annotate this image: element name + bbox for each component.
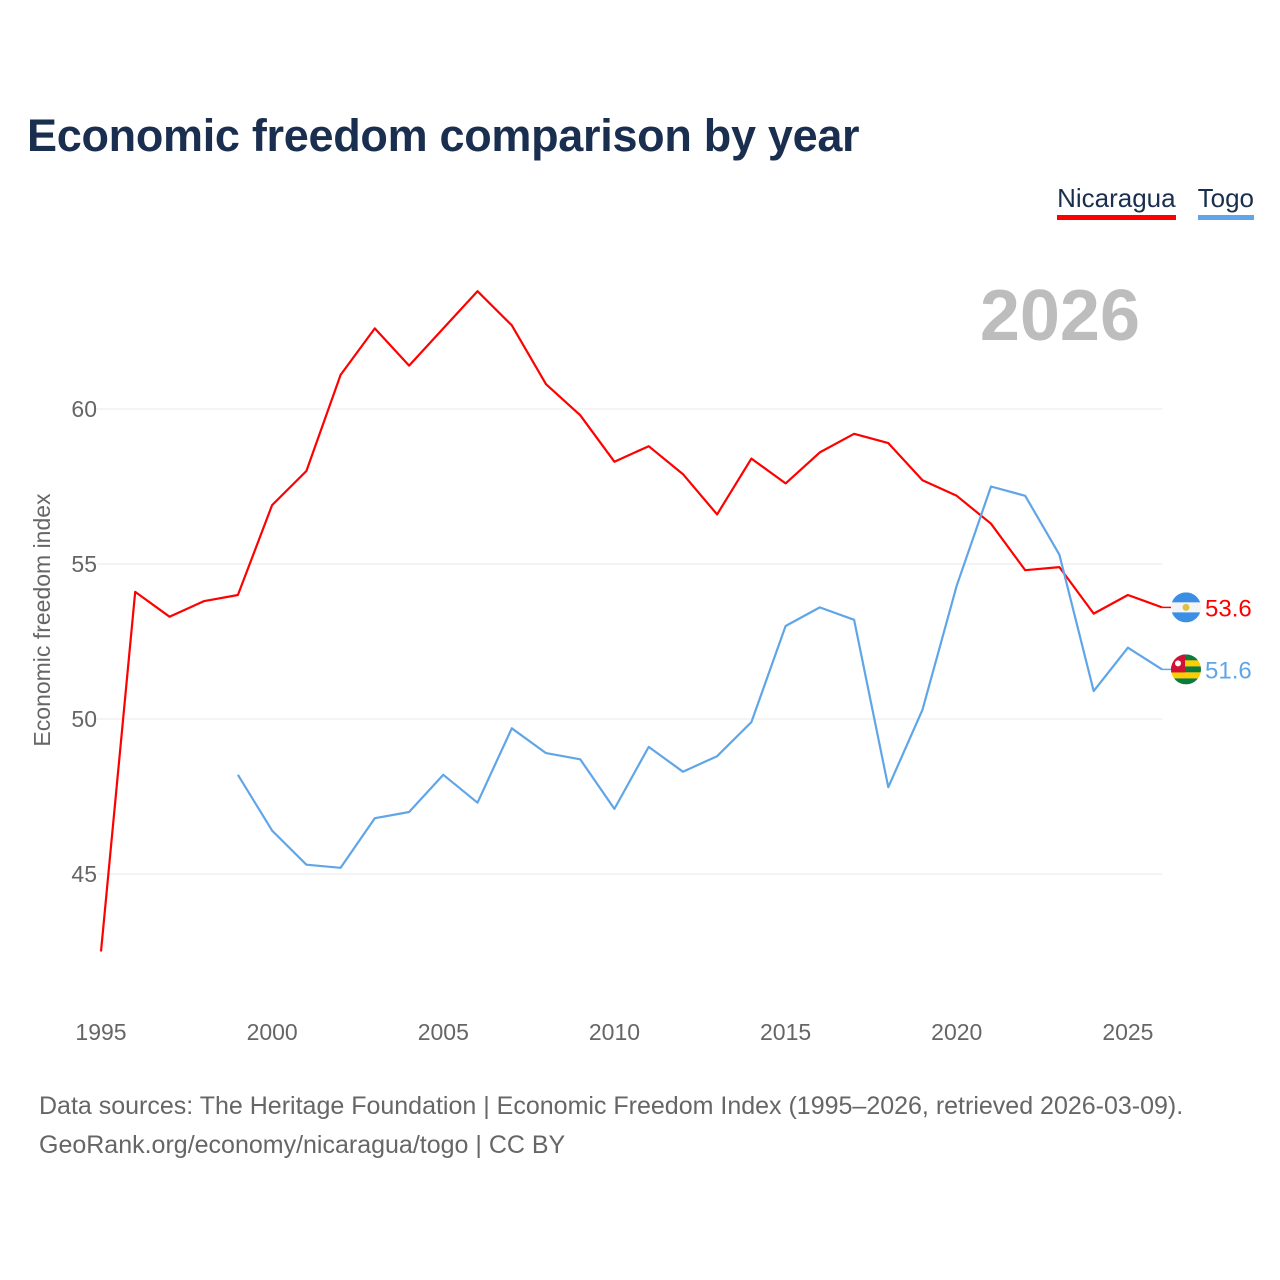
y-tick-label: 60 <box>71 396 97 422</box>
x-tick-label: 2005 <box>418 1019 469 1045</box>
y-axis-label: Economic freedom index <box>29 493 55 747</box>
end-value-label: 53.6 <box>1205 595 1252 622</box>
legend: Nicaragua Togo <box>1057 183 1254 220</box>
series-line-togo <box>236 485 1163 869</box>
legend-togo[interactable]: Togo <box>1197 183 1254 220</box>
source-note: Data sources: The Heritage Foundation | … <box>39 1087 1183 1165</box>
y-tick-label: 55 <box>71 551 97 577</box>
y-tick-label: 45 <box>71 861 97 887</box>
chart-title: Economic freedom comparison by year <box>27 110 860 161</box>
nicaragua-flag-icon <box>1171 592 1201 623</box>
x-tick-label: 2000 <box>247 1019 298 1045</box>
series-line-nicaragua <box>99 290 1163 952</box>
x-tick-label: 2020 <box>931 1019 982 1045</box>
x-tick-label: 1995 <box>75 1019 126 1045</box>
x-tick-label: 2015 <box>760 1019 811 1045</box>
x-tick-label: 2010 <box>589 1019 640 1045</box>
legend-nicaragua[interactable]: Nicaragua <box>1057 183 1176 220</box>
x-tick-label: 2025 <box>1102 1019 1153 1045</box>
end-value-label: 51.6 <box>1205 657 1252 684</box>
source-line-1: Data sources: The Heritage Foundation | … <box>39 1092 1184 1120</box>
y-tick-label: 50 <box>71 706 97 732</box>
source-line-2: GeoRank.org/economy/nicaragua/togo | CC … <box>39 1131 566 1159</box>
togo-flag-icon <box>1171 654 1201 685</box>
year-watermark: 2026 <box>980 276 1140 356</box>
